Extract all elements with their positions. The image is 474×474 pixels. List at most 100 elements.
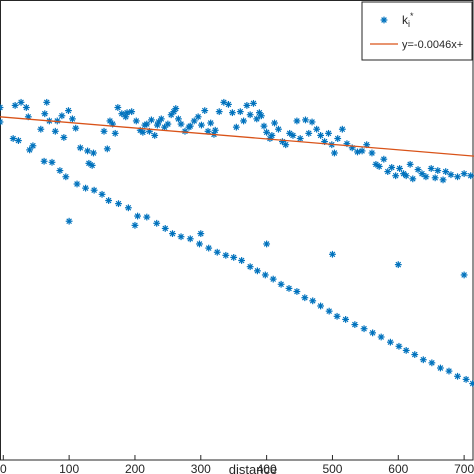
data-point — [305, 129, 313, 137]
data-point — [69, 115, 76, 123]
x-tick-label: 100 — [59, 462, 79, 474]
data-point — [329, 250, 336, 258]
plot-frame — [0, 0, 474, 461]
x-tick-label: 300 — [191, 462, 211, 474]
data-point — [62, 173, 70, 181]
data-point — [422, 173, 430, 181]
data-point — [308, 118, 316, 126]
data-point — [377, 333, 385, 341]
data-point — [334, 135, 342, 142]
data-point — [82, 184, 89, 192]
data-point — [313, 125, 321, 133]
data-point — [325, 307, 333, 315]
data-point — [56, 167, 64, 174]
data-point — [411, 351, 419, 358]
fit-line — [0, 116, 474, 157]
data-point — [325, 129, 332, 137]
data-point — [37, 125, 45, 133]
data-point — [15, 137, 22, 144]
data-point — [260, 122, 268, 130]
data-point — [333, 312, 341, 320]
data-point — [309, 297, 317, 305]
data-point — [261, 271, 269, 279]
data-point — [88, 161, 96, 169]
data-point — [118, 110, 126, 118]
data-point — [460, 271, 468, 279]
data-point — [369, 329, 377, 337]
data-point — [111, 129, 119, 137]
data-point — [431, 174, 439, 182]
x-axis-label: distance — [229, 462, 277, 474]
data-point — [65, 217, 73, 225]
data-point — [134, 212, 141, 220]
plot-area — [0, 0, 474, 461]
data-point — [157, 115, 165, 123]
data-point — [434, 167, 442, 174]
data-point — [98, 190, 106, 198]
data-point — [100, 127, 108, 135]
data-point — [253, 115, 261, 123]
data-point — [228, 109, 236, 117]
data-point — [161, 225, 169, 232]
data-point — [194, 113, 202, 121]
data-point — [186, 235, 194, 243]
x-tick-label: 500 — [322, 462, 342, 474]
data-point — [51, 127, 59, 135]
data-point — [213, 248, 221, 256]
data-point — [282, 141, 290, 149]
data-point — [360, 325, 368, 333]
data-point — [131, 221, 139, 229]
data-point — [207, 119, 215, 127]
data-point — [437, 364, 444, 372]
data-point — [351, 321, 359, 328]
data-point — [301, 294, 309, 302]
data-point — [148, 116, 155, 124]
data-point — [84, 147, 91, 155]
data-point — [342, 316, 350, 323]
data-point — [394, 261, 402, 269]
data-point — [427, 165, 435, 172]
data-point — [285, 285, 293, 292]
data-point — [211, 126, 219, 134]
data-point — [225, 101, 232, 108]
legend-box — [361, 1, 473, 61]
data-point — [268, 132, 276, 139]
data-point — [293, 288, 301, 295]
data-point — [43, 98, 51, 106]
data-point — [246, 263, 254, 271]
data-point — [177, 120, 185, 128]
legend-marker-points — [380, 16, 388, 24]
data-point — [105, 197, 113, 204]
data-point — [317, 302, 325, 310]
data-point — [406, 160, 414, 168]
data-point — [368, 149, 376, 157]
data-point — [392, 172, 400, 180]
data-point — [375, 163, 383, 170]
data-point — [201, 107, 209, 115]
data-point — [275, 125, 282, 133]
data-point — [230, 253, 238, 261]
data-point — [17, 98, 25, 106]
data-point — [388, 164, 396, 171]
data-point — [246, 111, 254, 119]
x-tick-label: 0 — [0, 462, 7, 474]
data-point — [196, 240, 203, 248]
data-point — [402, 347, 410, 354]
data-point — [296, 135, 304, 142]
data-point — [41, 110, 49, 118]
data-point — [454, 372, 461, 380]
data-point — [289, 132, 297, 139]
data-point — [65, 107, 72, 115]
data-point — [172, 105, 180, 112]
data-point — [250, 99, 257, 107]
data-point — [177, 233, 185, 241]
data-point — [317, 132, 325, 139]
data-point — [454, 173, 461, 181]
data-point — [414, 166, 422, 173]
data-point — [269, 275, 277, 283]
data-point — [445, 367, 453, 375]
data-point — [186, 122, 194, 130]
data-point — [240, 117, 247, 125]
data-point — [409, 175, 417, 183]
data-point — [11, 102, 19, 109]
